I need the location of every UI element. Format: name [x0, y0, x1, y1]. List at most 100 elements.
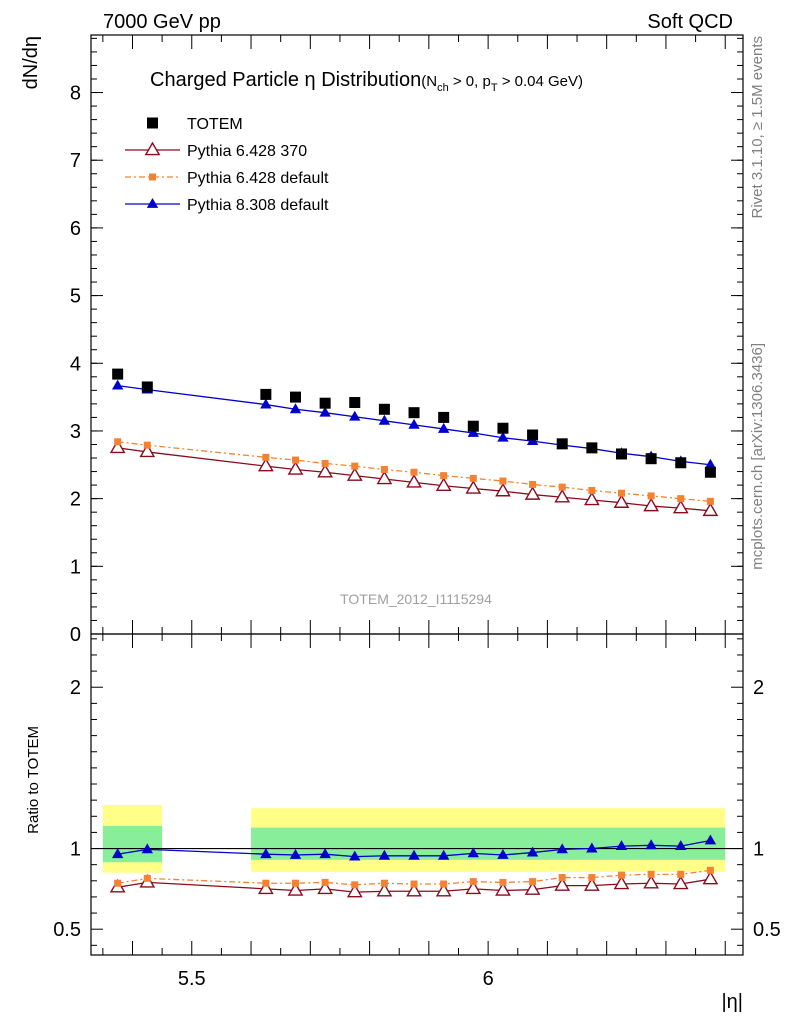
series-point-pythia-6-428-default [706, 497, 714, 505]
ratio-point-pythia-6-428-370 [465, 880, 482, 895]
series-point-pythia-6-428-default [499, 477, 507, 485]
series-point-pythia-6-428-370 [613, 494, 630, 508]
ratio-point-pythia-6-428-370 [583, 877, 600, 891]
ratio-point-pythia-6-428-default [469, 878, 477, 886]
data-point-totem [260, 388, 272, 400]
ratio-point-pythia-6-428-default [143, 874, 151, 882]
ratio-point-pythia-8-308-default [260, 848, 272, 859]
chart-title-cut-open: (N [421, 73, 437, 90]
ratio-point-pythia-8-308-default [378, 849, 391, 860]
data-point-totem [112, 368, 124, 380]
ratio-point-pythia-6-428-370 [376, 882, 393, 897]
series-point-pythia-6-428-default [291, 456, 299, 464]
series-point-pythia-6-428-default [440, 472, 448, 480]
chart-title-cut-close: > 0.04 GeV) [498, 73, 583, 90]
ratio-point-pythia-6-428-default [677, 870, 685, 878]
ratio-point-pythia-8-308-default [497, 848, 509, 859]
series-point-pythia-6-428-default [647, 492, 655, 500]
ratio-point-pythia-6-428-370 [613, 875, 630, 890]
legend-marker-totem [147, 117, 158, 129]
ratio-point-pythia-8-308-default [319, 848, 331, 859]
ratio-point-pythia-6-428-370 [672, 875, 689, 890]
series-point-pythia-6-428-default [469, 474, 477, 482]
ratio-point-pythia-6-428-default [410, 880, 418, 888]
ratio-point-pythia-8-308-default [645, 839, 657, 850]
series-point-pythia-6-428-370 [346, 467, 363, 481]
y-tick-label-top: 4 [70, 353, 81, 375]
data-point-totem [378, 403, 390, 415]
data-point-totem [319, 397, 331, 409]
series-point-pythia-8-308-default [319, 406, 331, 417]
legend: TOTEM Pythia 6.428 370 Pythia 6.428 defaul… [125, 116, 329, 214]
ratio-point-pythia-6-428-default [440, 880, 448, 888]
ratio-point-pythia-6-428-370 [702, 870, 719, 885]
chart-title-n-sub: ch [437, 82, 449, 94]
ratio-point-pythia-6-428-370 [554, 877, 571, 891]
ratio-point-pythia-6-428-default [499, 878, 507, 886]
data-point-totem [556, 438, 568, 450]
ratio-point-pythia-8-308-default [437, 849, 450, 860]
y-tick-label-top: 6 [70, 218, 81, 240]
series-point-pythia-6-428-default [677, 495, 685, 503]
series-point-pythia-6-428-default [321, 459, 329, 467]
y-tick-label-top: 3 [70, 421, 81, 443]
legend-marker-pythia-6-428-default [149, 173, 156, 181]
series-point-pythia-6-428-370 [465, 480, 482, 494]
ratio-point-pythia-6-428-default [351, 881, 359, 889]
ratio-line-pythia-6-428-default [117, 869, 711, 886]
series-point-pythia-6-428-370 [376, 470, 393, 485]
series-point-pythia-6-428-default [410, 468, 418, 476]
x-tick-label: 6 [483, 968, 494, 990]
data-point-totem [467, 420, 479, 432]
ratio-point-pythia-6-428-370 [346, 883, 363, 898]
legend-label-pythia-6-428-370: Pythia 6.428 370 [187, 143, 307, 160]
series-point-pythia-6-428-370 [406, 473, 422, 488]
series-point-pythia-6-428-370 [317, 463, 333, 478]
series-point-pythia-6-428-370 [643, 497, 659, 512]
series-point-pythia-8-308-default [467, 426, 480, 437]
data-point-totem [527, 429, 539, 441]
y-tick-label-bottom-right: 0.5 [753, 919, 781, 941]
side-label-rivet: Rivet 3.1.10, ≥ 1.5M events [749, 36, 766, 219]
ratio-point-pythia-6-428-370 [257, 880, 274, 895]
data-point-totem [704, 466, 716, 478]
ratio-point-pythia-6-428-370 [643, 874, 659, 889]
series-line-pythia-6-428-default [117, 441, 711, 502]
data-point-totem [349, 397, 361, 409]
data-point-totem [645, 453, 657, 465]
series-point-pythia-6-428-370 [139, 443, 156, 458]
ratio-point-pythia-8-308-default [467, 847, 480, 858]
legend-marker-pythia-6-428-370 [144, 141, 161, 156]
series-point-pythia-6-428-default [558, 483, 566, 491]
ratio-panel: 0.5 0.5 1 1 2 2 5.5 6 [53, 633, 781, 990]
ratio-point-pythia-8-308-default [349, 850, 361, 861]
series-point-pythia-8-308-default [111, 379, 124, 390]
series-point-pythia-8-308-default [289, 403, 302, 414]
data-point-totem [497, 422, 509, 434]
series-point-pythia-6-428-370 [109, 439, 126, 454]
header-right: Soft QCD [647, 11, 733, 33]
ratio-point-pythia-6-428-370 [524, 881, 541, 895]
ratio-line-pythia-6-428-370 [117, 878, 711, 893]
series-point-pythia-6-428-default [617, 489, 625, 497]
y-tick-label-top: 2 [70, 489, 81, 511]
ratio-point-pythia-8-308-default [408, 849, 420, 860]
data-point-totem [586, 442, 598, 454]
series-point-pythia-6-428-default [588, 487, 596, 495]
series-point-pythia-8-308-default [497, 431, 509, 442]
ratio-point-pythia-8-308-default [586, 842, 598, 853]
y-tick-label-bottom-right: 2 [753, 677, 764, 699]
ratio-point-pythia-6-428-default [617, 871, 625, 879]
series-point-pythia-6-428-default [351, 462, 359, 470]
watermark: TOTEM_2012_I1115294 [340, 591, 492, 607]
series-point-pythia-6-428-default [529, 480, 537, 488]
legend-label-totem: TOTEM [187, 116, 243, 133]
ratio-point-pythia-6-428-default [706, 866, 714, 874]
ratio-point-pythia-8-308-default [704, 834, 717, 845]
series-point-pythia-8-308-default [378, 414, 391, 425]
series-point-pythia-6-428-370 [672, 499, 689, 514]
y-tick-label-bottom: 2 [70, 677, 81, 699]
data-point-totem [675, 457, 687, 469]
series-point-pythia-8-308-default [349, 410, 361, 421]
side-label-mcplots: mcplots.cern.ch [arXiv:1306.3436] [749, 343, 766, 570]
